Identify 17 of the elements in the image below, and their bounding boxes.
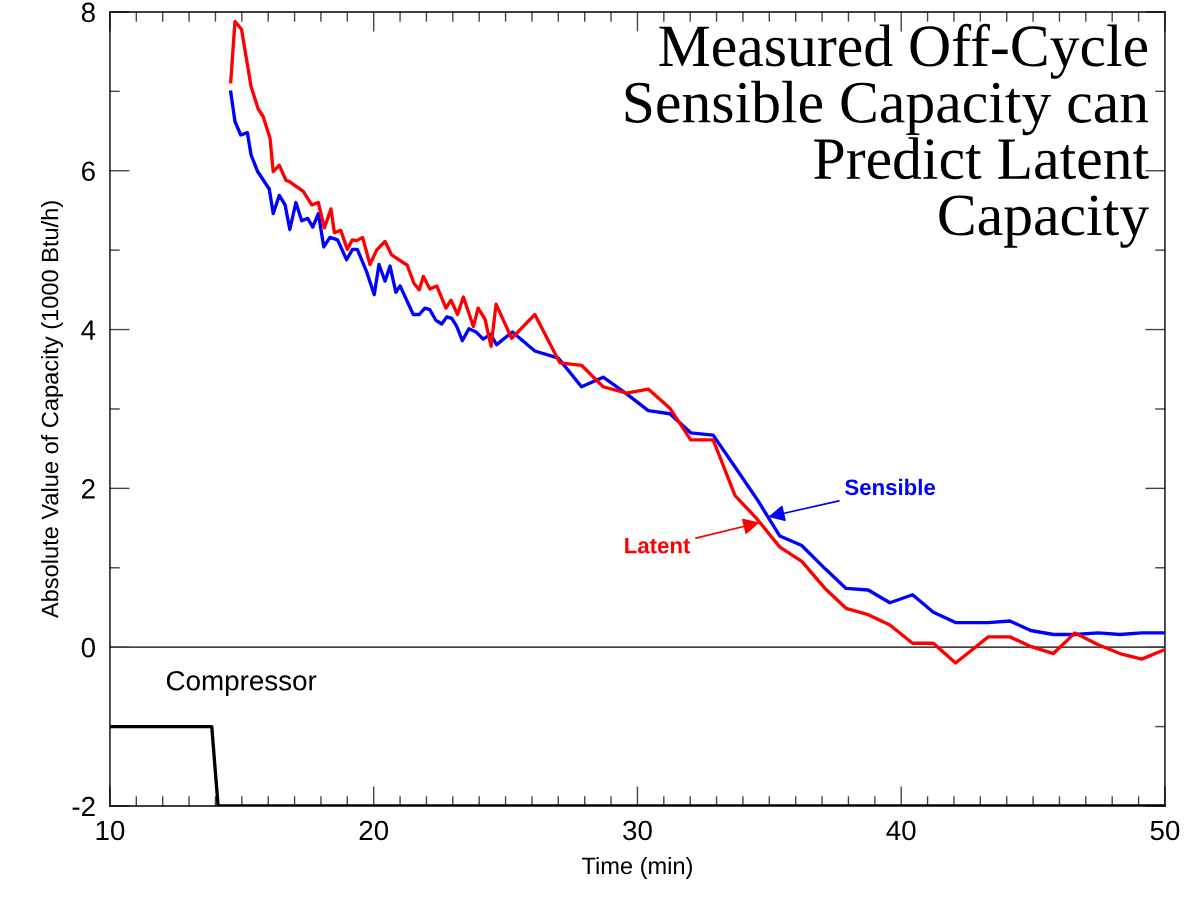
y-tick-label: 0: [81, 637, 95, 658]
x-tick-label: 20: [359, 820, 389, 841]
text: Measured Off-Cycle Sensible Capacity can Predict Latent Capacity: [625, 23, 1149, 248]
x-tick-label: 30: [623, 820, 652, 841]
x-axis-title: Time (min): [582, 856, 692, 879]
x-tick-label: 10: [96, 820, 125, 841]
y-tick-label: -2: [72, 796, 95, 817]
y-tick-label: 2: [82, 479, 95, 499]
y-axis-title: Absolute Value of Capacity (1000 Btu/h): [41, 201, 64, 619]
y-tick-label: 6: [82, 161, 95, 182]
x-tick-label: 40: [886, 820, 916, 841]
annotation: Latent: [625, 537, 691, 554]
annotation: Sensible: [845, 478, 936, 496]
x-tick-label: 50: [1150, 820, 1180, 841]
y-tick-label: 8: [81, 2, 95, 23]
series-label: Compressor: [166, 670, 317, 697]
y-tick-label: 4: [81, 320, 96, 340]
